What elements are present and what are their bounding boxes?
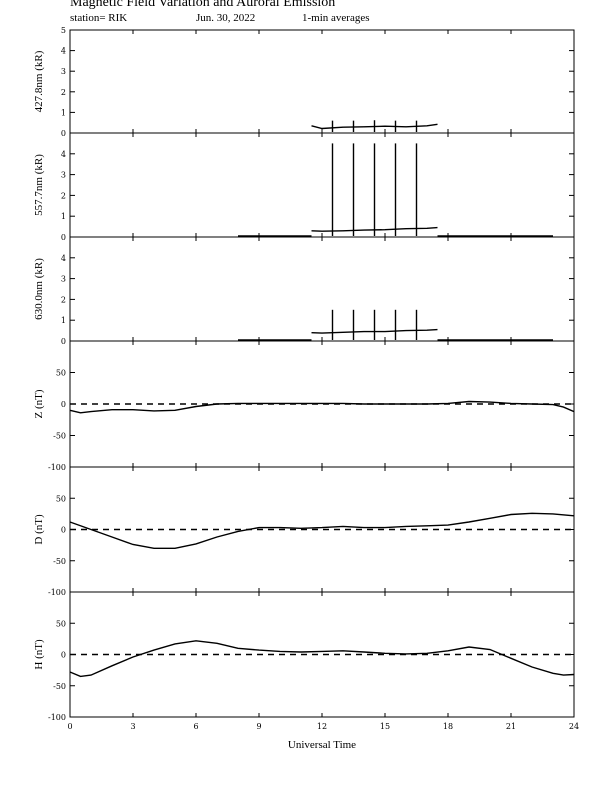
y-axis-label: 630.0nm (kR)	[33, 258, 45, 320]
data-series-line	[69, 640, 575, 678]
x-tick-label: 24	[569, 722, 579, 731]
y-tick-label: 4	[61, 47, 66, 56]
y-axis-label: 557.7nm (kR)	[33, 154, 45, 216]
y-tick-label: 50	[56, 619, 66, 628]
y-tick-label: -100	[48, 713, 66, 722]
y-tick-label: 1	[61, 108, 66, 117]
x-tick-label: 6	[193, 722, 198, 731]
panel-frame	[69, 132, 575, 238]
y-tick-label: 0	[61, 651, 66, 660]
y-tick-label: 3	[61, 275, 66, 284]
y-tick-label: 0	[61, 526, 66, 535]
data-series-line	[69, 512, 575, 549]
chart-title: Magnetic Field Variation and Auroral Emi…	[70, 0, 336, 10]
data-series-line	[69, 400, 575, 414]
y-tick-label: -100	[48, 588, 66, 597]
y-tick-label: 2	[61, 295, 66, 304]
panel-frame	[69, 236, 575, 342]
x-tick-label: 15	[380, 722, 390, 731]
x-tick-label: 9	[256, 722, 261, 731]
y-tick-label: -50	[53, 432, 66, 441]
y-tick-label: 0	[61, 129, 66, 138]
y-axis-label: Z (nT)	[33, 389, 45, 418]
y-tick-label: 50	[56, 494, 66, 503]
y-tick-label: 50	[56, 369, 66, 378]
y-tick-label: -50	[53, 682, 66, 691]
averaging-label: 1-min averages	[302, 12, 370, 24]
y-tick-label: 2	[61, 191, 66, 200]
x-tick-label: 18	[443, 722, 453, 731]
y-tick-label: -50	[53, 557, 66, 566]
y-tick-label: 1	[61, 316, 66, 325]
y-tick-label: 3	[61, 67, 66, 76]
x-tick-label: 12	[317, 722, 327, 731]
y-tick-label: 1	[61, 212, 66, 221]
y-tick-label: 2	[61, 88, 66, 97]
y-axis-label: H (nT)	[33, 639, 45, 670]
x-tick-label: 0	[67, 722, 72, 731]
y-tick-label: -100	[48, 463, 66, 472]
station-label: station= RIK	[70, 12, 128, 24]
x-tick-label: 3	[130, 722, 135, 731]
x-tick-label: 21	[506, 722, 516, 731]
panel-frame	[69, 29, 575, 134]
y-axis-label: D (nT)	[33, 514, 45, 545]
y-tick-label: 0	[61, 337, 66, 346]
y-tick-label: 3	[61, 171, 66, 180]
y-tick-label: 4	[61, 254, 66, 263]
panel-frame	[69, 466, 575, 593]
panel-frame	[69, 591, 575, 718]
date-label: Jun. 30, 2022	[196, 12, 256, 24]
y-axis-label: 427.8nm (kR)	[33, 50, 45, 112]
y-tick-label: 5	[61, 26, 66, 35]
y-tick-label: 4	[61, 150, 66, 159]
x-axis-label: Universal Time	[288, 739, 356, 751]
y-tick-label: 0	[61, 233, 66, 242]
y-tick-label: 0	[61, 400, 66, 409]
